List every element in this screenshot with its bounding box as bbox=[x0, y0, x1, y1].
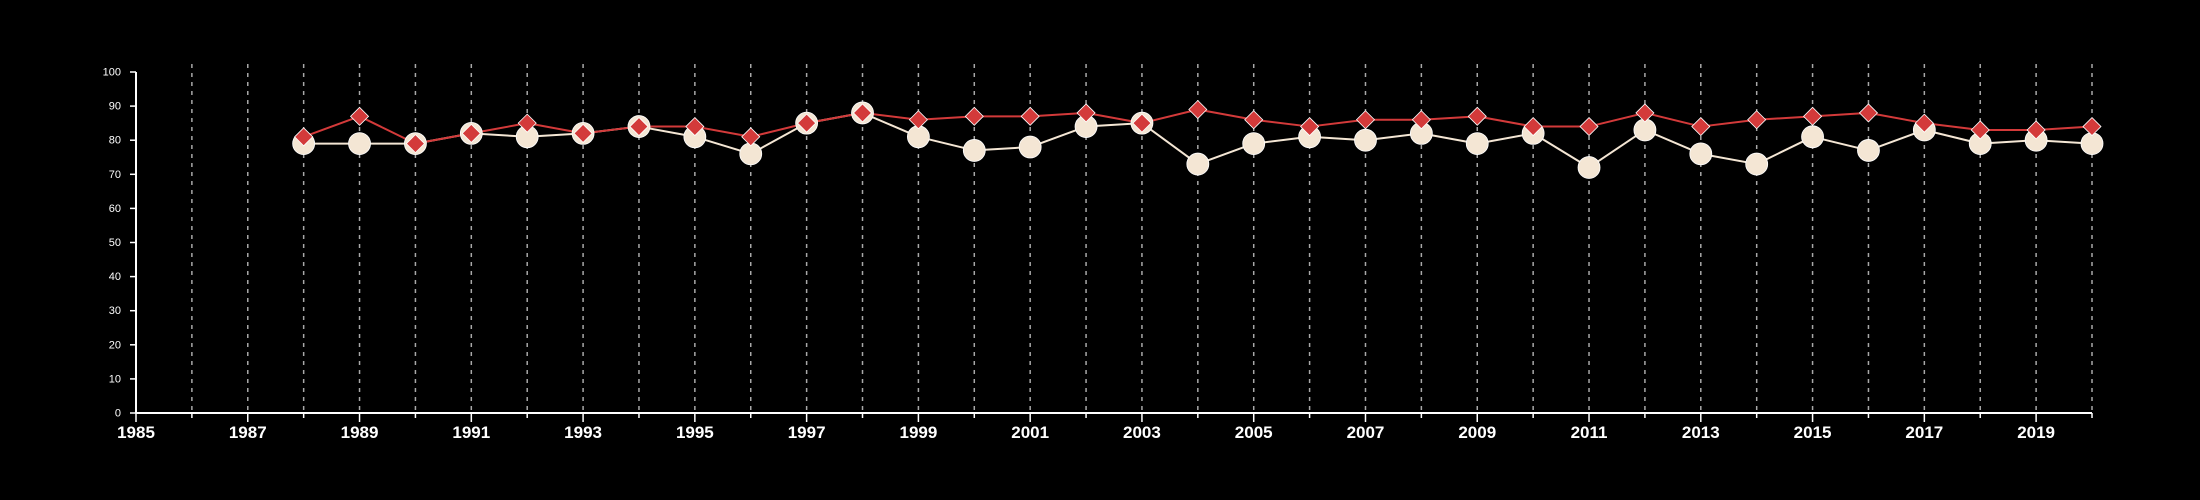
y-tick-label: 40 bbox=[109, 271, 121, 283]
red-series-point bbox=[1579, 116, 1599, 137]
red-series-point bbox=[1411, 110, 1431, 130]
x-tick-label: 1995 bbox=[676, 423, 714, 442]
x-tick-label: 2007 bbox=[1347, 423, 1385, 442]
red-series-point bbox=[349, 106, 370, 126]
red-series-point bbox=[1467, 106, 1487, 126]
red-series-point bbox=[629, 116, 649, 137]
cream-series-point bbox=[1689, 142, 1713, 166]
red-series-point bbox=[1635, 103, 1655, 123]
red-series-point bbox=[1300, 116, 1320, 137]
cream-series-point bbox=[962, 139, 986, 162]
red-series-point bbox=[1523, 116, 1543, 137]
series-layer bbox=[292, 99, 2104, 179]
cream-series-point bbox=[1577, 156, 1601, 179]
x-tick-label: 1993 bbox=[564, 423, 602, 442]
red-series-point bbox=[1244, 110, 1264, 130]
cream-series-point bbox=[1801, 125, 1824, 149]
red-series-point bbox=[1747, 110, 1767, 130]
red-series-point bbox=[1803, 106, 1823, 126]
y-tick-label: 0 bbox=[115, 408, 121, 420]
red-series-point bbox=[517, 113, 537, 133]
x-tick-label: 2017 bbox=[1905, 423, 1943, 442]
y-tick-label: 60 bbox=[109, 203, 121, 215]
x-tick-label: 2019 bbox=[2017, 423, 2055, 442]
x-tick-label: 1991 bbox=[452, 423, 490, 442]
grid-layer bbox=[191, 64, 2093, 413]
red-series-point bbox=[1020, 106, 1040, 126]
x-tick-label: 1997 bbox=[788, 423, 826, 442]
cream-series-point bbox=[1018, 135, 1042, 159]
y-tick-label: 30 bbox=[109, 305, 121, 317]
y-tick-label: 80 bbox=[109, 135, 121, 147]
label-layer: 0 10 20 30 40 50 60 70 80 90 100 1985 1987 1989 1991 19… bbox=[103, 67, 2055, 443]
red-series-point bbox=[1858, 103, 1879, 123]
red-series-point bbox=[908, 110, 928, 130]
red-series-point bbox=[405, 134, 425, 154]
y-tick-label: 70 bbox=[109, 169, 121, 181]
red-series-point bbox=[1076, 103, 1096, 123]
cream-series-point bbox=[1186, 152, 1210, 176]
cream-series-point bbox=[1745, 152, 1769, 176]
y-tick-label: 50 bbox=[109, 237, 121, 249]
red-series-point bbox=[2082, 116, 2102, 137]
red-series-point bbox=[797, 113, 817, 133]
x-tick-label: 1985 bbox=[117, 423, 155, 442]
red-series-point bbox=[964, 106, 984, 126]
y-tick-label: 20 bbox=[109, 339, 121, 351]
red-series-point bbox=[294, 127, 314, 147]
cream-series-point bbox=[348, 132, 371, 156]
red-series-point bbox=[1132, 113, 1152, 133]
red-series-point bbox=[1188, 99, 1208, 120]
cream-series-point bbox=[1857, 139, 1880, 162]
x-tick-label: 1987 bbox=[229, 423, 267, 442]
x-tick-label: 2011 bbox=[1571, 423, 1608, 442]
red-series-point bbox=[2026, 120, 2046, 140]
red-series-point bbox=[741, 127, 761, 147]
x-tick-label: 2015 bbox=[1794, 423, 1832, 442]
y-tick-label: 90 bbox=[109, 101, 121, 113]
cream-series-point bbox=[1465, 132, 1489, 156]
red-series-point bbox=[685, 116, 705, 137]
y-tick-label: 100 bbox=[103, 67, 121, 79]
x-tick-label: 2013 bbox=[1682, 423, 1720, 442]
red-series-point bbox=[1691, 116, 1711, 137]
cream-series-point bbox=[1354, 128, 1377, 152]
red-series-point bbox=[1355, 110, 1376, 130]
x-tick-label: 2009 bbox=[1458, 423, 1496, 442]
red-series-point bbox=[461, 123, 481, 143]
y-tick-label: 10 bbox=[109, 373, 121, 385]
red-series-point bbox=[1914, 113, 1934, 133]
cream-series-point bbox=[1242, 132, 1266, 156]
axis-layer bbox=[130, 71, 2093, 422]
red-series-point bbox=[573, 123, 593, 143]
red-series-point bbox=[852, 103, 873, 123]
x-tick-label: 1989 bbox=[341, 423, 379, 442]
x-tick-label: 2001 bbox=[1011, 423, 1049, 442]
x-tick-label: 2003 bbox=[1123, 423, 1161, 442]
red-series-point bbox=[1970, 120, 1990, 140]
x-tick-label: 2005 bbox=[1235, 423, 1273, 442]
x-tick-label: 1999 bbox=[899, 423, 937, 442]
